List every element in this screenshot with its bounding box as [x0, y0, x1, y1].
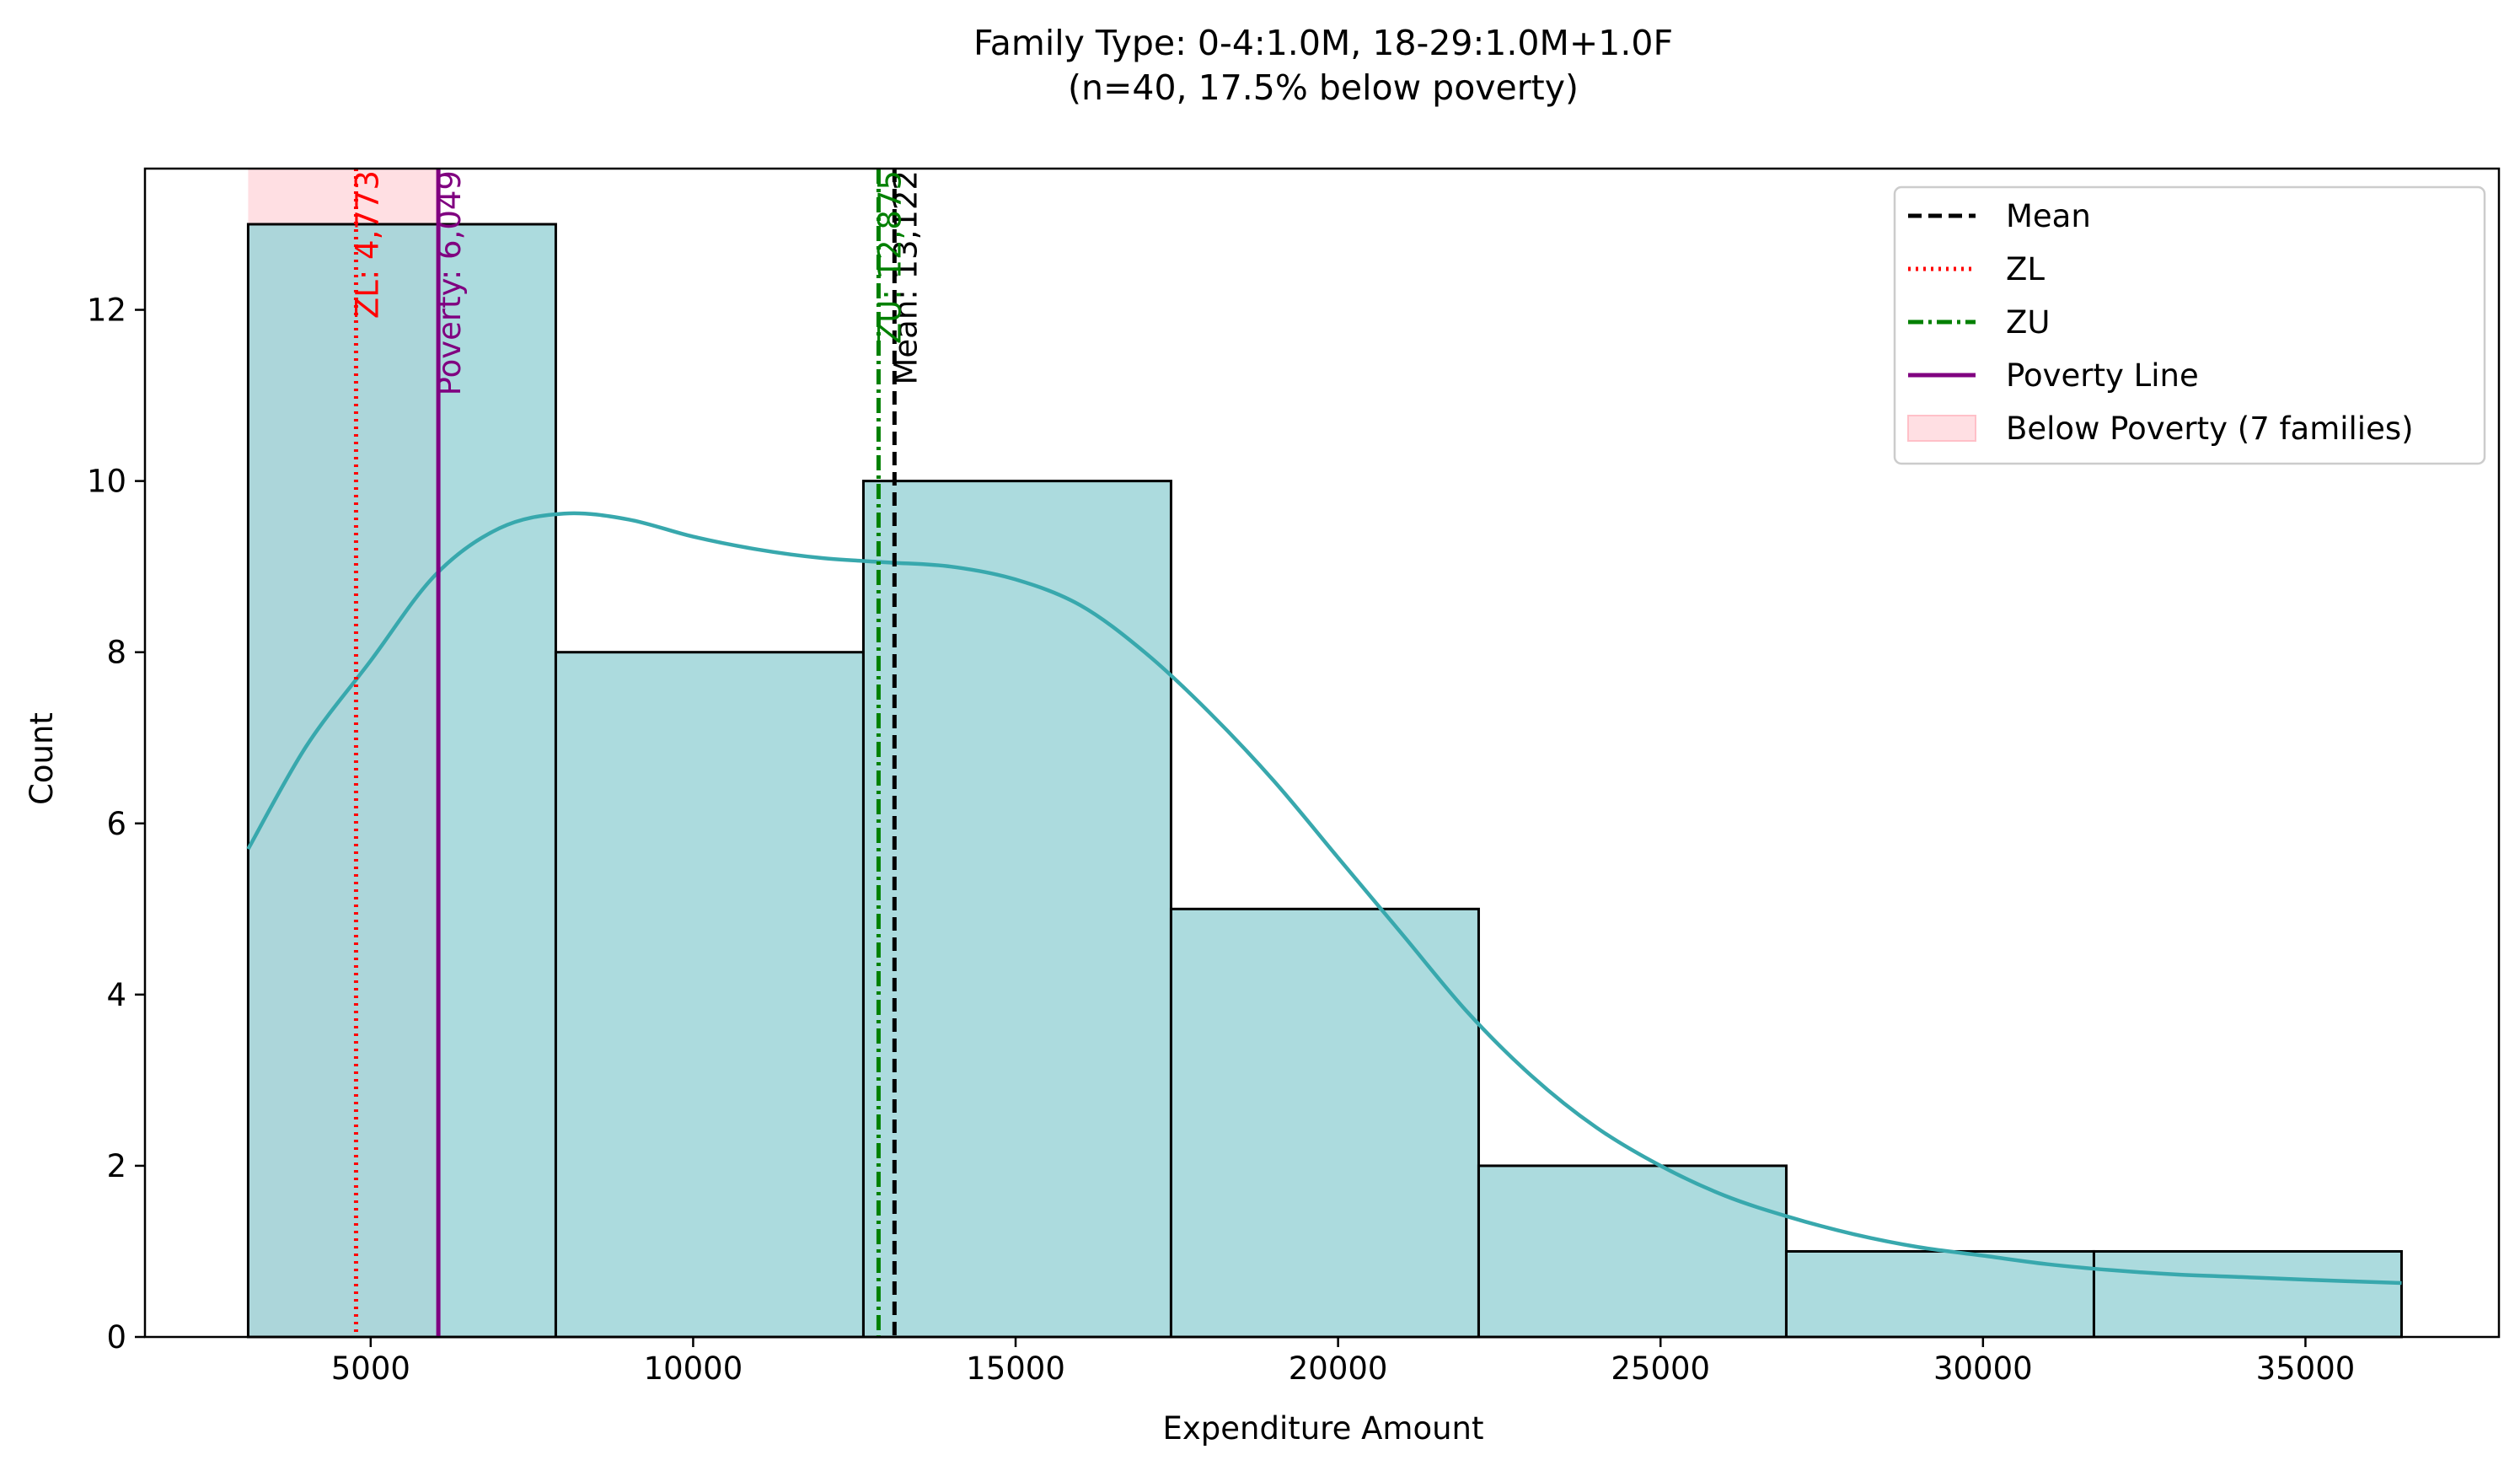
- zu-line-label: ZU: 12,875: [871, 170, 908, 344]
- histogram-bar-4: [1169, 907, 1480, 1339]
- y-tick-label-6: 6: [106, 806, 126, 842]
- legend-label-zl: ZL: [2006, 251, 2045, 287]
- x-axis-label: Expenditure Amount: [1162, 1410, 1483, 1447]
- legend-label-below-poverty-7-families: Below Poverty (7 families): [2006, 411, 2414, 447]
- x-tick-label-20000: 20000: [1289, 1350, 1388, 1387]
- y-tick-label-10: 10: [87, 464, 126, 500]
- poverty-line-line-label: Poverty: 6,049: [432, 170, 468, 395]
- y-tick-label-12: 12: [87, 293, 126, 329]
- y-tick-label-2: 2: [106, 1148, 126, 1184]
- kde-curve: [246, 511, 2402, 1286]
- axes-frame: [143, 167, 2501, 1339]
- legend-label-poverty-line: Poverty Line: [2006, 357, 2199, 394]
- zl-line-label: ZL: 4,773: [349, 170, 385, 319]
- legend-box: [1893, 185, 2486, 465]
- legend-label-zu: ZU: [2006, 304, 2050, 341]
- x-tick-label-15000: 15000: [966, 1350, 1065, 1387]
- histogram-bar-7: [2092, 1249, 2403, 1339]
- histogram-bar-1: [246, 223, 557, 1339]
- legend-swatch-below-poverty-7-families: [1907, 415, 1976, 442]
- chart-title: Family Type: 0-4:1.0M, 18-29:1.0M+1.0F: [973, 23, 1673, 63]
- plot-area: Mean: 13,122 ZL: 4,773 ZU: 12,875 Poverty: …: [87, 167, 2501, 1387]
- histogram-bar-5: [1477, 1164, 1788, 1339]
- mean-line-label: Mean: 13,122: [887, 170, 924, 385]
- x-tick-label-30000: 30000: [1933, 1350, 2033, 1387]
- x-tick-label-25000: 25000: [1611, 1350, 1710, 1387]
- histogram-bar-2: [554, 651, 865, 1339]
- x-tick-label-10000: 10000: [644, 1350, 743, 1387]
- x-tick-label-5000: 5000: [331, 1350, 410, 1387]
- x-tick-label-35000: 35000: [2256, 1350, 2356, 1387]
- y-tick-label-8: 8: [106, 635, 126, 671]
- y-tick-label-0: 0: [106, 1319, 126, 1356]
- y-tick-label-4: 4: [106, 977, 126, 1013]
- legend-label-mean: Mean: [2006, 198, 2091, 234]
- legend: Mean ZL ZU Poverty Line Below Poverty (7 fam…: [1893, 185, 2486, 465]
- y-axis-label: Count: [24, 712, 60, 805]
- chart-subtitle: (n=40, 17.5% below poverty): [1068, 67, 1579, 108]
- histogram-bar-3: [861, 480, 1172, 1339]
